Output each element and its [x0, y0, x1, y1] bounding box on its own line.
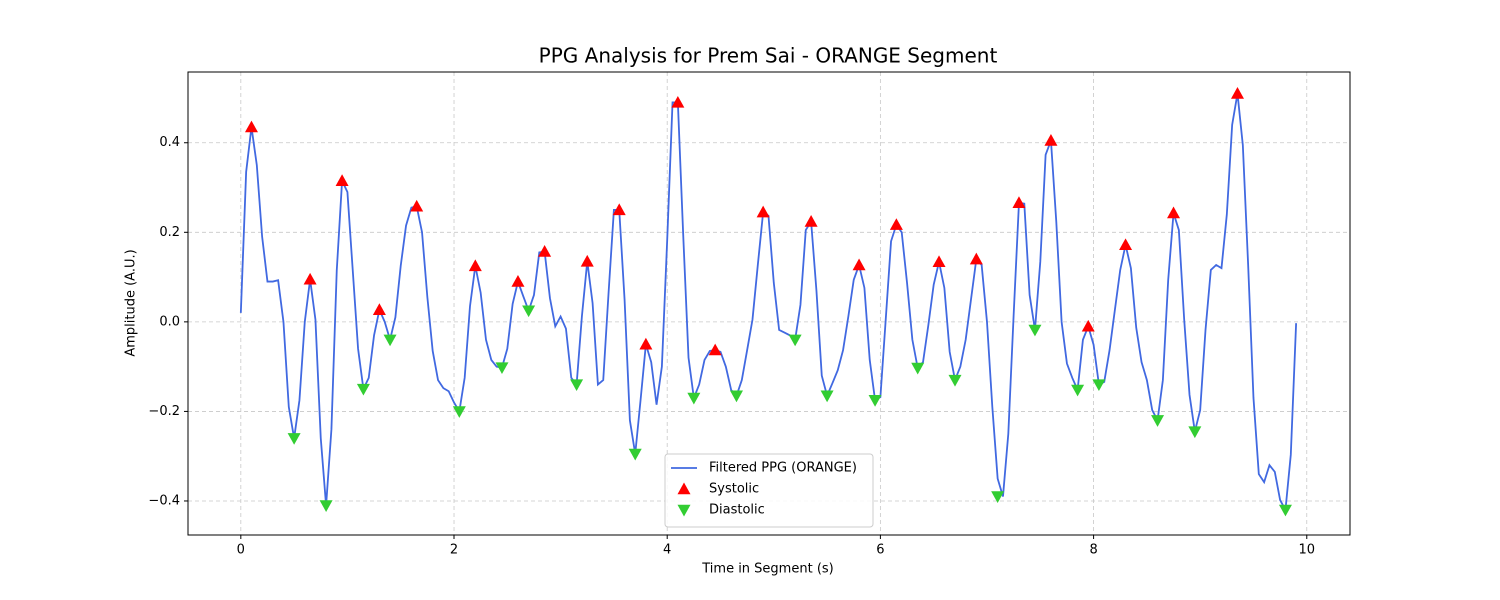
marker	[372, 303, 386, 315]
x-tick-label: 2	[450, 543, 458, 558]
marker	[852, 258, 866, 271]
marker	[468, 259, 482, 272]
legend-label: Diastolic	[709, 503, 765, 518]
legend-label: Filtered PPG (ORANGE)	[709, 461, 857, 476]
marker	[335, 174, 349, 187]
marker	[522, 305, 536, 318]
x-tick-label: 6	[876, 543, 884, 558]
marker	[356, 383, 370, 396]
y-tick-label: 0.2	[159, 225, 180, 240]
marker	[1167, 206, 1181, 219]
marker	[1071, 384, 1085, 397]
x-tick-label: 10	[1299, 543, 1316, 558]
marker	[1119, 238, 1133, 251]
marker	[303, 272, 317, 285]
marker	[687, 392, 701, 405]
marker	[1230, 86, 1244, 99]
marker	[628, 448, 642, 461]
marker	[612, 203, 626, 216]
marker	[639, 337, 653, 350]
marker	[1151, 415, 1165, 427]
marker	[1278, 504, 1292, 517]
marker	[538, 245, 552, 257]
marker	[969, 252, 983, 265]
x-tick-label: 4	[663, 543, 671, 558]
y-tick-label: −0.4	[148, 493, 180, 508]
marker	[820, 390, 834, 403]
plot-frame	[187, 71, 1351, 536]
marker	[1092, 379, 1106, 392]
marker	[1028, 324, 1042, 337]
marker	[319, 500, 333, 512]
legend-swatch	[677, 504, 691, 517]
marker	[788, 334, 802, 347]
marker	[495, 362, 509, 375]
marker	[383, 334, 397, 347]
marker	[1081, 319, 1095, 332]
marker	[868, 395, 882, 407]
x-tick-label: 0	[237, 543, 245, 558]
chart-title: PPG Analysis for Prem Sai - ORANGE Segme…	[539, 44, 998, 68]
marker	[911, 362, 925, 375]
marker	[948, 374, 962, 387]
legend-swatch	[677, 482, 691, 495]
marker	[708, 343, 722, 356]
y-tick-label: 0.4	[159, 135, 180, 150]
marker	[729, 390, 743, 403]
marker	[1188, 426, 1202, 439]
y-tick-label: −0.2	[148, 404, 180, 419]
y-axis-label: Amplitude (A.U.)	[124, 249, 139, 356]
marker	[511, 275, 525, 287]
marker	[452, 406, 466, 418]
x-tick-label: 8	[1089, 543, 1097, 558]
marker	[570, 379, 584, 392]
marker	[889, 218, 903, 230]
marker	[932, 255, 946, 268]
marker	[580, 254, 594, 267]
marker	[1012, 196, 1026, 208]
y-tick-label: 0.0	[159, 314, 180, 329]
marker	[804, 215, 818, 227]
x-axis-label: Time in Segment (s)	[701, 562, 833, 577]
legend-label: Systolic	[709, 482, 759, 497]
marker	[671, 95, 685, 108]
marker	[1044, 134, 1058, 146]
marker	[991, 491, 1005, 503]
marker	[410, 199, 424, 212]
legend-box	[664, 453, 874, 528]
marker	[244, 120, 258, 133]
marker	[287, 433, 301, 445]
marker	[756, 205, 770, 218]
